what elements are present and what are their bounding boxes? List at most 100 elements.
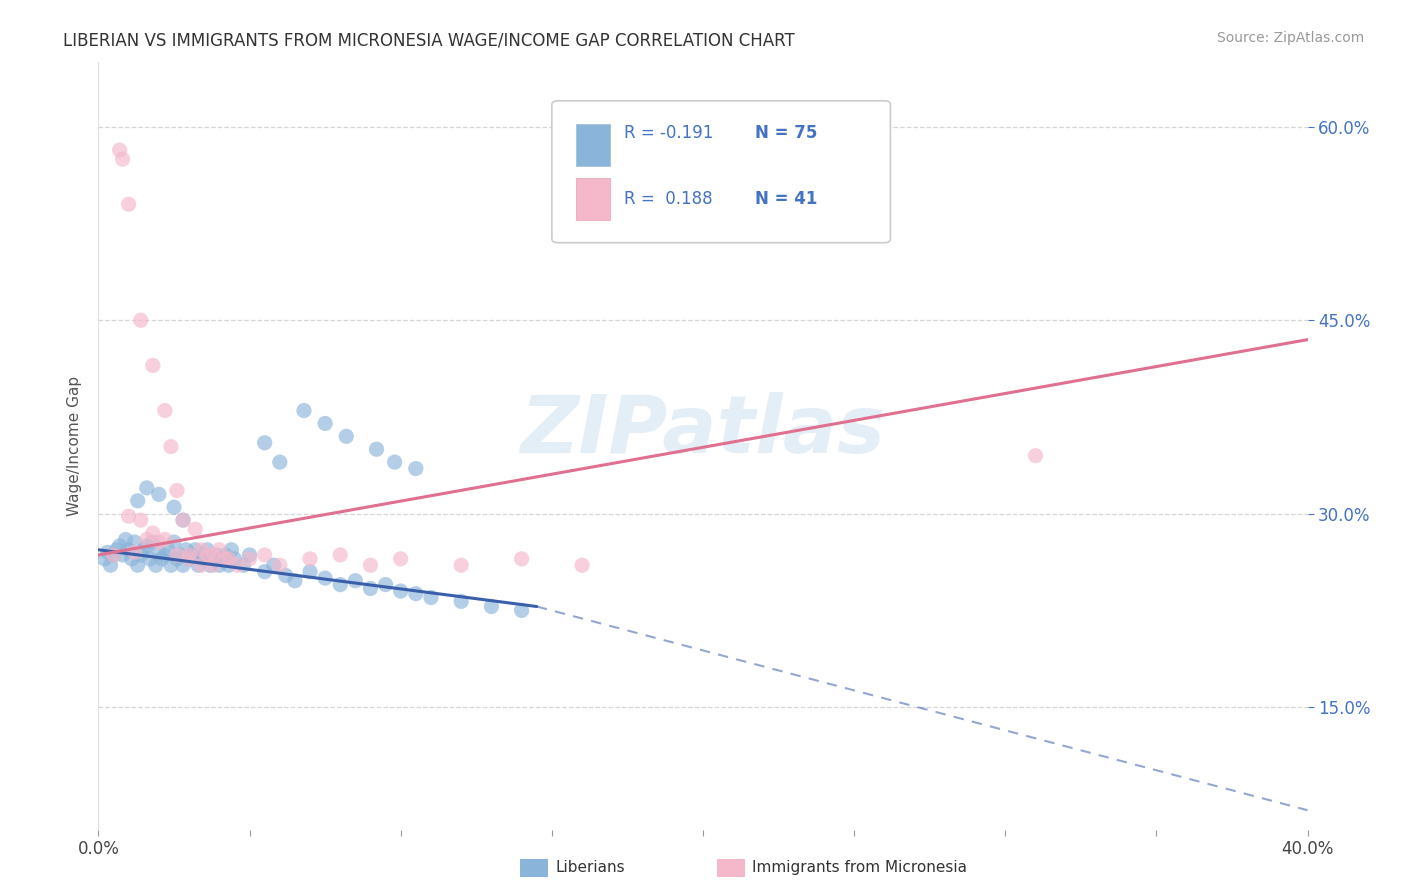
Point xyxy=(129,313,152,327)
Point xyxy=(344,574,367,588)
Point xyxy=(160,558,183,573)
Point xyxy=(142,526,165,541)
Point xyxy=(208,558,231,573)
Point xyxy=(450,594,472,608)
Point xyxy=(135,539,157,553)
Point xyxy=(195,542,218,557)
Point xyxy=(405,461,427,475)
Point xyxy=(111,548,134,562)
Point xyxy=(481,599,503,614)
Point xyxy=(360,558,382,573)
Point xyxy=(135,481,157,495)
Point xyxy=(384,455,406,469)
Point xyxy=(181,548,204,562)
Point xyxy=(163,500,186,515)
Point xyxy=(163,535,186,549)
Text: Liberians: Liberians xyxy=(555,861,626,875)
Point xyxy=(226,558,249,573)
Text: R = -0.191: R = -0.191 xyxy=(624,124,714,142)
Point xyxy=(253,435,276,450)
Point xyxy=(232,558,254,573)
Point xyxy=(510,603,533,617)
Point xyxy=(253,548,276,562)
Point xyxy=(172,513,194,527)
Point xyxy=(510,551,533,566)
Point xyxy=(329,577,352,591)
Point xyxy=(239,551,262,566)
Point xyxy=(156,542,179,557)
Point xyxy=(160,440,183,454)
Text: ZIPatlas: ZIPatlas xyxy=(520,392,886,470)
Point xyxy=(190,542,212,557)
Point xyxy=(217,551,239,566)
Point xyxy=(153,533,176,547)
Point xyxy=(172,513,194,527)
Text: Source: ZipAtlas.com: Source: ZipAtlas.com xyxy=(1216,31,1364,45)
Point xyxy=(269,558,291,573)
Point xyxy=(360,582,382,596)
Point xyxy=(184,522,207,536)
Text: N = 75: N = 75 xyxy=(755,124,817,142)
Y-axis label: Wage/Income Gap: Wage/Income Gap xyxy=(67,376,83,516)
Point xyxy=(292,403,315,417)
Point xyxy=(389,551,412,566)
Point xyxy=(187,558,209,573)
Point xyxy=(214,548,236,562)
Point xyxy=(211,551,233,566)
Point xyxy=(132,542,155,557)
Point xyxy=(374,577,396,591)
Point xyxy=(166,483,188,498)
Point xyxy=(148,487,170,501)
Point xyxy=(148,535,170,549)
Point xyxy=(314,417,336,431)
Point xyxy=(253,565,276,579)
Point xyxy=(111,152,134,166)
Point xyxy=(179,551,201,566)
Text: R =  0.188: R = 0.188 xyxy=(624,190,713,208)
Point xyxy=(103,548,125,562)
Point xyxy=(214,551,236,566)
Text: N = 41: N = 41 xyxy=(755,190,817,208)
Point xyxy=(221,542,243,557)
Point xyxy=(174,542,197,557)
Point xyxy=(103,548,125,562)
Point xyxy=(93,551,115,566)
Point xyxy=(179,548,201,562)
Point xyxy=(205,548,228,562)
Point xyxy=(202,558,225,573)
Point xyxy=(405,586,427,600)
Point xyxy=(127,558,149,573)
Point xyxy=(195,548,218,562)
Point xyxy=(329,548,352,562)
Point xyxy=(450,558,472,573)
Point xyxy=(202,551,225,566)
Point xyxy=(571,558,593,573)
Point xyxy=(100,558,122,573)
Point xyxy=(166,548,188,562)
Point xyxy=(118,542,141,557)
Point xyxy=(108,539,131,553)
Point xyxy=(314,571,336,585)
Point xyxy=(269,455,291,469)
Point xyxy=(263,558,285,573)
Point xyxy=(166,551,188,566)
Point xyxy=(135,533,157,547)
Point xyxy=(239,548,262,562)
Text: Immigrants from Micronesia: Immigrants from Micronesia xyxy=(752,861,967,875)
Point xyxy=(114,533,136,547)
Point xyxy=(299,551,322,566)
Point xyxy=(118,509,141,524)
Point xyxy=(202,548,225,562)
Point xyxy=(208,542,231,557)
Point xyxy=(389,584,412,599)
Point xyxy=(108,143,131,157)
Bar xyxy=(576,178,610,219)
Point xyxy=(118,197,141,211)
Point xyxy=(150,551,173,566)
Point xyxy=(127,493,149,508)
Point xyxy=(142,359,165,373)
Point xyxy=(139,551,162,566)
Point xyxy=(217,558,239,573)
Point xyxy=(200,558,222,573)
FancyBboxPatch shape xyxy=(551,101,890,243)
